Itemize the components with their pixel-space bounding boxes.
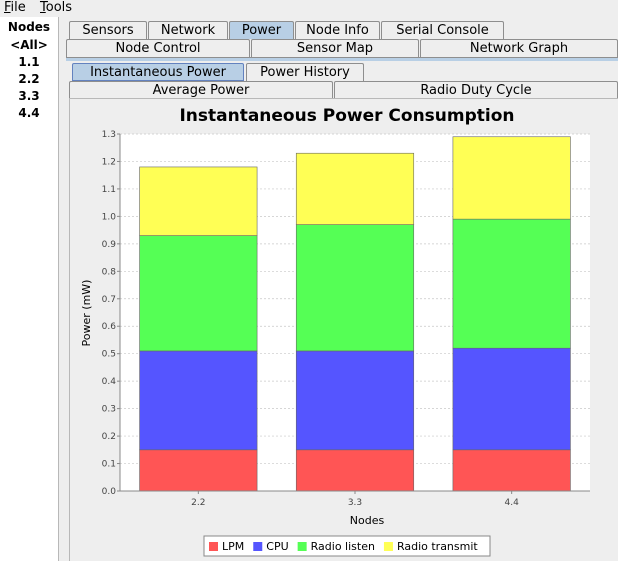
y-tick-label: 0.5 [102, 350, 116, 360]
y-tick-label: 0.9 [102, 240, 117, 250]
tab-sensor-map[interactable]: Sensor Map [251, 39, 419, 57]
legend-label: LPM [222, 540, 244, 553]
node-item-1-1[interactable]: 1.1 [18, 55, 40, 69]
bar-3-3-radio-transmit [295, 152, 415, 225]
bar-3-3-lpm [295, 449, 415, 492]
node-item-3-3[interactable]: 3.3 [18, 89, 40, 103]
tab-instantaneous-power[interactable]: Instantaneous Power [72, 63, 244, 81]
chart-title: Instantaneous Power Consumption [179, 106, 514, 126]
y-axis-label: Power (mW) [80, 280, 93, 347]
y-tick-label: 0.7 [102, 295, 116, 305]
legend-label: CPU [266, 540, 288, 553]
bar-2-2-lpm [139, 449, 258, 492]
legend-label: Radio transmit [397, 540, 478, 553]
x-tick-label: 4.4 [505, 498, 520, 508]
menu-file[interactable]: File [4, 0, 26, 15]
nodes-header: Nodes [7, 20, 51, 34]
x-tick-label: 3.3 [348, 498, 362, 508]
tab-network-graph[interactable]: Network Graph [420, 39, 618, 57]
axes: 0.0 0.1 0.2 0.3 0.4 0.5 0.6 0.7 0.8 0.9 1.0 1.1 1.2 1… [102, 130, 590, 508]
y-tick-label: 0.4 [102, 377, 117, 387]
legend-box [203, 535, 491, 557]
tab-average-power[interactable]: Average Power [69, 81, 333, 99]
tab-content-strip [66, 57, 618, 61]
x-tick-label: 2.2 [191, 498, 205, 508]
tab-radio-duty-cycle[interactable]: Radio Duty Cycle [334, 81, 618, 99]
tab-serial-console[interactable]: Serial Console [381, 21, 504, 39]
menu-bar: File Tools [0, 0, 618, 17]
y-tick-label: 1.1 [102, 185, 116, 195]
legend-swatch [253, 542, 263, 551]
y-tick-label: 0.1 [102, 460, 116, 470]
tab-node-control[interactable]: Node Control [66, 39, 250, 57]
nodes-list-panel: Nodes <All> 1.1 2.2 3.3 4.4 [0, 17, 59, 561]
y-tick-label: 0.3 [102, 405, 116, 415]
bar-4-4-lpm [452, 449, 571, 492]
bar-2-2-radio-transmit [139, 166, 258, 236]
bars [139, 136, 571, 492]
y-tick-label: 1.0 [102, 212, 117, 222]
bar-3-3-radio-listen [295, 224, 415, 352]
bar-2-2-cpu [139, 350, 258, 451]
y-tick-label: 1.2 [102, 157, 116, 167]
tab-sensors[interactable]: Sensors [69, 21, 147, 39]
bar-3-3-cpu [295, 350, 415, 451]
legend-swatch [383, 542, 393, 551]
y-tick-label: 0.0 [102, 487, 117, 497]
tab-node-info[interactable]: Node Info [295, 21, 380, 39]
node-item-2-2[interactable]: 2.2 [18, 72, 40, 86]
legend-swatch [297, 542, 307, 551]
bar-2-2-radio-listen [139, 235, 258, 352]
y-tick-label: 0.8 [102, 267, 117, 277]
chart-area: Instantaneous Power Consumption 0.0 0.1 0.… [70, 99, 618, 561]
legend: LPM CPU Radio listen Radio transmit [203, 535, 491, 557]
node-item-all[interactable]: <All> [10, 38, 48, 52]
y-tick-label: 1.3 [102, 130, 116, 140]
y-tick-label: 0.6 [102, 322, 117, 332]
power-chart: Instantaneous Power Consumption 0.00.10.… [80, 106, 590, 557]
legend-label: Radio listen [311, 540, 375, 553]
tab-network[interactable]: Network [148, 21, 228, 39]
y-tick-label: 0.2 [102, 432, 116, 442]
x-axis-label: Nodes [350, 514, 385, 527]
tab-power[interactable]: Power [229, 21, 294, 39]
bar-4-4-radio-transmit [452, 136, 571, 220]
bar-4-4-radio-listen [452, 218, 571, 349]
tab-power-history[interactable]: Power History [246, 63, 364, 81]
node-item-4-4[interactable]: 4.4 [18, 106, 40, 120]
bar-4-4-cpu [452, 347, 571, 451]
menu-tools[interactable]: Tools [40, 0, 73, 15]
legend-swatch [209, 542, 218, 551]
